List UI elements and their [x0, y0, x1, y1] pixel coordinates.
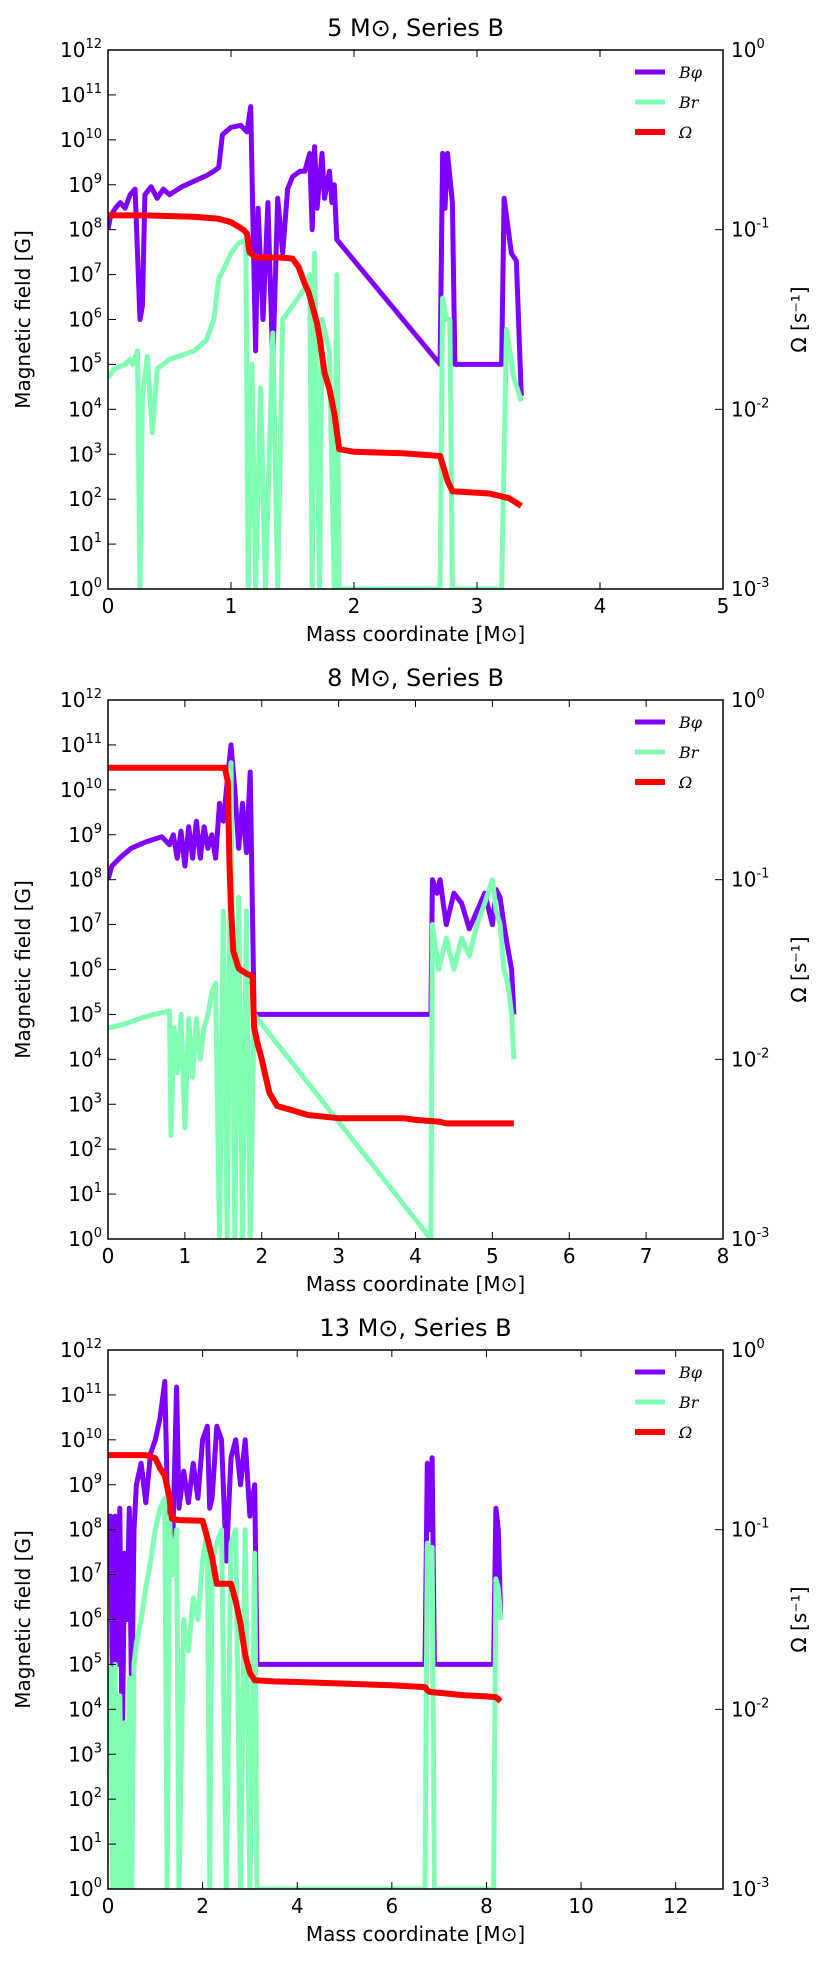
y-axis-label: Magnetic field [G]: [11, 230, 35, 409]
x-tick-label: 3: [332, 1244, 345, 1268]
series-line-b-phi: [108, 104, 524, 396]
chart-panel-1: 5 M⊙, Series B0 1 2 3 4 510010110210310410510…: [11, 14, 811, 646]
x-tick-label: 10: [568, 1894, 593, 1918]
x-tick-label: 4: [594, 594, 607, 618]
legend-label: Bφ: [678, 713, 703, 732]
y-tick-label: 100: [68, 1876, 102, 1901]
x-axis-label: Mass coordinate [M⊙]: [306, 1922, 525, 1946]
y-tick-label: 104: [68, 396, 102, 421]
y-tick-label: 106: [68, 1607, 102, 1632]
x-tick-label: 4: [409, 1244, 422, 1268]
y-axis-label: Magnetic field [G]: [11, 880, 35, 1059]
x-tick-label: 0: [102, 594, 115, 618]
x-tick-label: 2: [196, 1894, 209, 1918]
x-tick-label: 2: [348, 594, 361, 618]
series-line-omega: [108, 764, 514, 1127]
y-tick-label: 107: [68, 1562, 102, 1587]
legend-label: Ω: [678, 773, 692, 792]
chart-title: 5 M⊙, Series B: [327, 14, 504, 42]
x-tick-label: 0: [102, 1244, 115, 1268]
x-tick-label: 1: [179, 1244, 192, 1268]
x-tick-label: 12: [663, 1894, 688, 1918]
chart-panel-2: 8 M⊙, Series B0 1 2 3 4 5 6 7 810010110210310410…: [11, 664, 811, 1296]
legend-label: Br: [678, 93, 700, 112]
y-tick-label: 1010: [60, 1427, 102, 1452]
y-right-axis-label: Ω [s⁻¹]: [787, 1586, 811, 1652]
legend-label: Bφ: [678, 1363, 703, 1382]
x-axis-label: Mass coordinate [M⊙]: [306, 622, 525, 646]
y-right-axis-label: Ω [s⁻¹]: [787, 936, 811, 1002]
chart-panel-3: 13 M⊙, Series B0 2 4 6 8 10 121001011021031041…: [11, 1314, 811, 1946]
y-tick-label: 1011: [60, 1382, 102, 1407]
x-tick-label: 5: [717, 594, 730, 618]
x-axis-label: Mass coordinate [M⊙]: [306, 1272, 525, 1296]
series-line-omega: [108, 212, 523, 509]
x-tick-label: 6: [385, 1894, 398, 1918]
legend-label: Br: [678, 1393, 700, 1412]
x-tick-label: 1: [225, 594, 238, 618]
series-line-b-r: [108, 1495, 504, 1889]
legend-label: Br: [678, 743, 700, 762]
x-tick-label: 8: [717, 1244, 730, 1268]
x-tick-label: 6: [563, 1244, 576, 1268]
legend-label: Ω: [678, 123, 692, 142]
y-axis-label: Magnetic field [G]: [11, 1530, 35, 1709]
legend-label: Bφ: [678, 63, 703, 82]
x-tick-label: 3: [471, 594, 484, 618]
x-tick-label: 5: [486, 1244, 499, 1268]
y-right-tick-label: 10-2: [731, 396, 769, 421]
y-tick-label: 100: [68, 1226, 102, 1251]
y-tick-label: 108: [68, 217, 102, 242]
y-tick-label: 103: [68, 441, 102, 466]
series-line-b-r: [108, 760, 517, 1239]
x-tick-label: 0: [102, 1894, 115, 1918]
legend-label: Ω: [678, 1423, 692, 1442]
x-tick-label: 4: [291, 1894, 304, 1918]
x-tick-label: 8: [480, 1894, 493, 1918]
x-tick-label: 7: [640, 1244, 653, 1268]
x-tick-label: 2: [255, 1244, 268, 1268]
series-line-b-phi: [108, 742, 517, 1017]
series-line-b-r: [108, 237, 524, 589]
chart-title: 13 M⊙, Series B: [319, 1314, 511, 1342]
series-line-b-phi: [108, 1378, 504, 1757]
chart-title: 8 M⊙, Series B: [327, 664, 504, 692]
y-right-axis-label: Ω [s⁻¹]: [787, 286, 811, 352]
series-line-omega: [108, 1452, 503, 1704]
